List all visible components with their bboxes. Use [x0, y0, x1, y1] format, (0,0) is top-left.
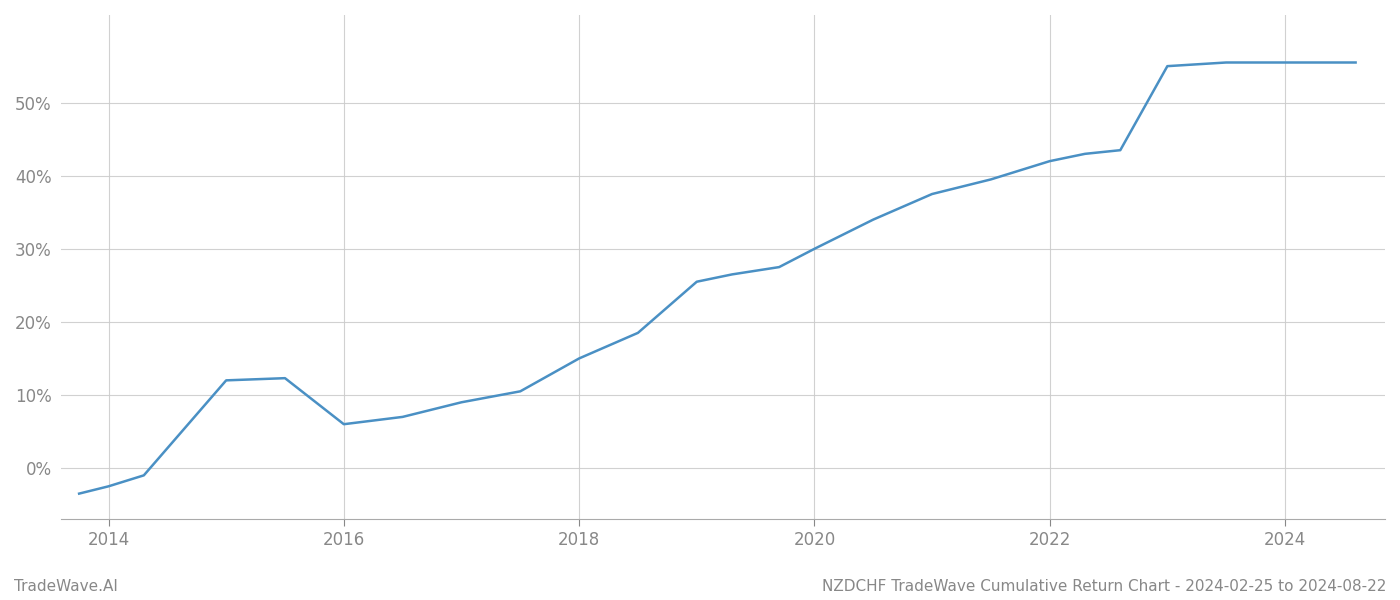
Text: NZDCHF TradeWave Cumulative Return Chart - 2024-02-25 to 2024-08-22: NZDCHF TradeWave Cumulative Return Chart… — [822, 579, 1386, 594]
Text: TradeWave.AI: TradeWave.AI — [14, 579, 118, 594]
